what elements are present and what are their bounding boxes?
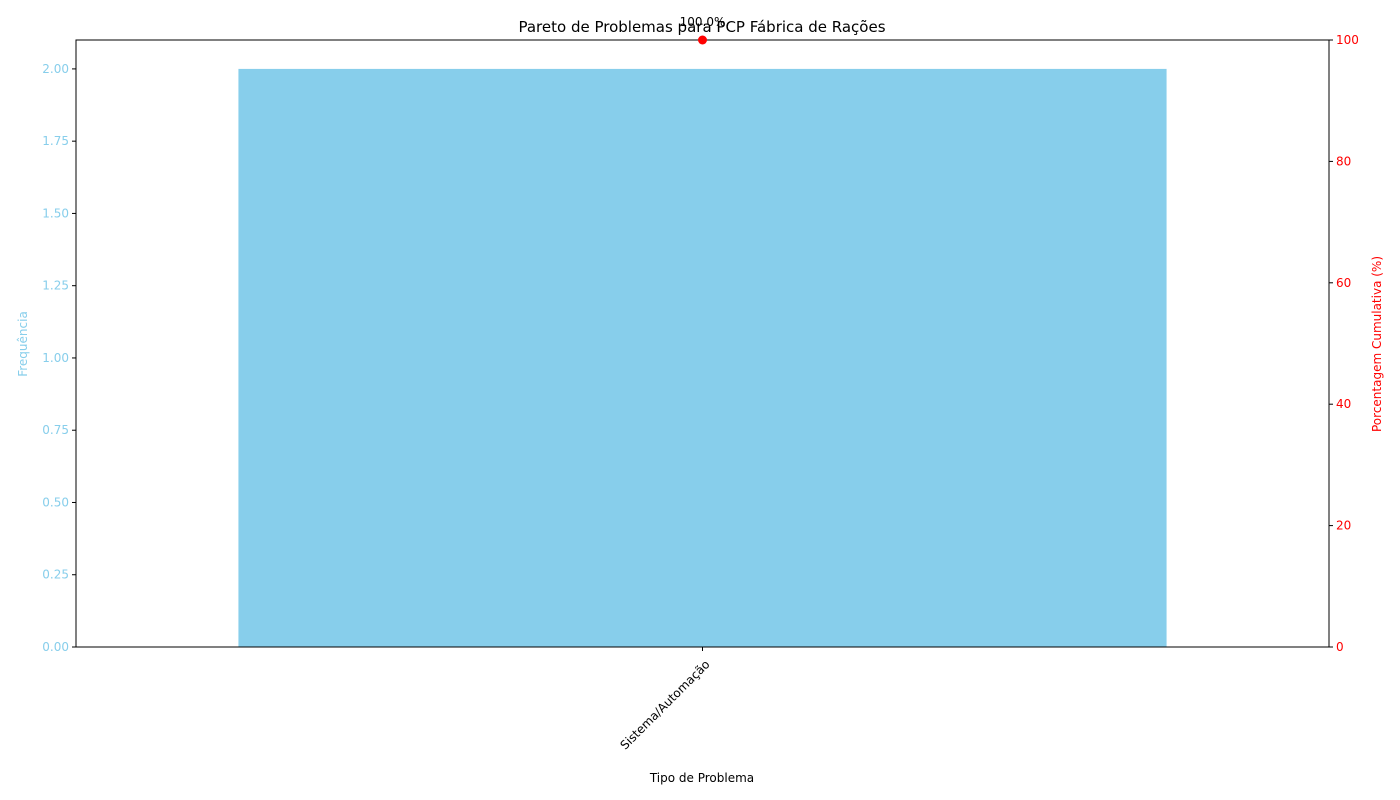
y-tick-label-0: 0.00 xyxy=(42,640,69,654)
y-tick-label-3: 0.75 xyxy=(42,423,69,437)
y-tick-label-7: 1.75 xyxy=(42,134,69,148)
y-tick-label-8: 2.00 xyxy=(42,62,69,76)
y-tick-label-2: 0.50 xyxy=(42,495,69,509)
cumulative-point-0 xyxy=(698,35,707,45)
chart-title: Pareto de Problemas para PCP Fábrica de … xyxy=(518,18,885,36)
y-tick-label-6: 1.50 xyxy=(42,206,69,220)
y-axis-title: Frequência xyxy=(16,311,30,377)
y2-tick-label-3: 60 xyxy=(1336,276,1351,290)
y2-tick-label-0: 0 xyxy=(1336,640,1344,654)
y2-axis-title: Porcentagem Cumulativa (%) xyxy=(1370,256,1384,432)
y-tick-label-5: 1.25 xyxy=(42,279,69,293)
y2-tick-label-4: 80 xyxy=(1336,154,1351,168)
y-tick-label-1: 0.25 xyxy=(42,568,69,582)
y2-tick-label-1: 20 xyxy=(1336,519,1351,533)
x-tick-label-0: Sistema/Automação xyxy=(617,657,712,752)
x-axis-title: Tipo de Problema xyxy=(649,771,754,785)
y2-tick-label-5: 100 xyxy=(1336,33,1359,47)
y-tick-label-4: 1.00 xyxy=(42,351,69,365)
bar-0 xyxy=(238,68,1167,647)
y2-tick-label-2: 40 xyxy=(1336,397,1351,411)
cumulative-label-0: 100.0% xyxy=(680,15,726,29)
